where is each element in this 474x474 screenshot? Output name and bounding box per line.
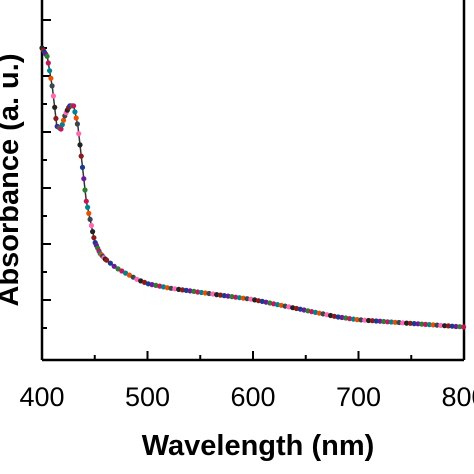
- data-point: [87, 216, 93, 222]
- data-point: [85, 204, 91, 210]
- x-tick-label: 800: [441, 382, 474, 412]
- data-point: [442, 323, 448, 329]
- data-point: [233, 294, 239, 300]
- data-point: [445, 323, 451, 329]
- data-point: [404, 320, 410, 326]
- data-point: [449, 323, 455, 329]
- data-point: [195, 289, 201, 295]
- data-point: [426, 322, 432, 328]
- x-tick-label: 400: [19, 382, 64, 412]
- data-series: [39, 45, 467, 330]
- data-point: [438, 322, 444, 328]
- data-point: [347, 316, 353, 322]
- data-point: [240, 295, 246, 301]
- data-point: [45, 60, 51, 66]
- data-point: [388, 319, 394, 325]
- data-point: [168, 285, 174, 291]
- data-point: [419, 321, 425, 327]
- data-point: [53, 115, 59, 122]
- data-point: [115, 266, 121, 272]
- data-point: [373, 318, 379, 324]
- data-point: [104, 257, 110, 263]
- x-tick-label: 700: [336, 382, 381, 412]
- data-point: [354, 317, 360, 323]
- data-point: [111, 263, 117, 269]
- data-point: [225, 293, 231, 299]
- data-point: [411, 321, 417, 327]
- data-point: [179, 287, 186, 293]
- data-point: [392, 319, 398, 325]
- data-point: [49, 83, 55, 89]
- data-point: [221, 293, 227, 299]
- data-point: [381, 318, 387, 325]
- data-point: [50, 93, 57, 99]
- data-point: [81, 176, 87, 182]
- data-point: [78, 153, 84, 159]
- data-point: [76, 131, 82, 137]
- data-point: [350, 316, 356, 322]
- data-point: [126, 272, 132, 278]
- series-line: [41, 47, 465, 328]
- data-point: [176, 286, 182, 292]
- data-point: [423, 321, 429, 327]
- x-tick-label: 500: [125, 382, 170, 412]
- data-point: [59, 122, 65, 128]
- data-point: [362, 317, 368, 323]
- data-point: [72, 109, 78, 115]
- data-point: [44, 53, 50, 59]
- data-point: [60, 117, 67, 123]
- data-point: [434, 322, 440, 328]
- data-point: [407, 320, 413, 326]
- data-point: [396, 319, 402, 326]
- data-point: [430, 322, 436, 328]
- data-point: [48, 75, 54, 81]
- data-point: [198, 289, 205, 296]
- data-point: [183, 287, 189, 293]
- data-point: [74, 121, 80, 127]
- y-axis-title: Absorbance (a. u.): [0, 54, 25, 307]
- data-point: [52, 104, 58, 110]
- data-point: [79, 164, 86, 170]
- data-point: [47, 68, 53, 74]
- data-point: [107, 260, 113, 266]
- x-tick-label: 600: [230, 382, 275, 412]
- data-point: [339, 314, 345, 321]
- data-point: [366, 317, 372, 324]
- data-point: [58, 126, 64, 132]
- data-point: [415, 321, 421, 327]
- x-axis-title: Wavelength (nm): [142, 430, 375, 462]
- data-point: [385, 319, 391, 325]
- y-axis-ticks: [42, 19, 51, 329]
- data-point: [187, 288, 193, 294]
- data-point: [83, 198, 89, 204]
- data-point: [71, 103, 77, 109]
- data-point: [369, 318, 375, 324]
- data-point: [453, 323, 459, 330]
- data-point: [91, 235, 97, 241]
- data-point: [461, 324, 467, 330]
- data-point: [202, 290, 208, 296]
- data-point: [88, 222, 94, 229]
- data-point: [77, 142, 83, 148]
- data-point: [244, 296, 250, 302]
- data-point: [377, 318, 383, 324]
- data-point: [335, 314, 341, 320]
- data-point: [457, 324, 463, 330]
- data-point: [82, 187, 88, 193]
- plot-frame: [40, 0, 466, 362]
- data-point: [206, 290, 212, 297]
- data-point: [86, 210, 92, 216]
- data-point: [358, 317, 364, 323]
- data-point: [73, 115, 79, 121]
- x-axis-ticks: [41, 351, 465, 360]
- data-point: [217, 292, 224, 298]
- data-point: [119, 268, 125, 274]
- data-point: [400, 320, 406, 326]
- x-axis-tick-labels: 400 500 600 700 800: [19, 382, 474, 412]
- data-point: [214, 292, 220, 298]
- data-point: [90, 229, 96, 235]
- data-point: [236, 295, 243, 301]
